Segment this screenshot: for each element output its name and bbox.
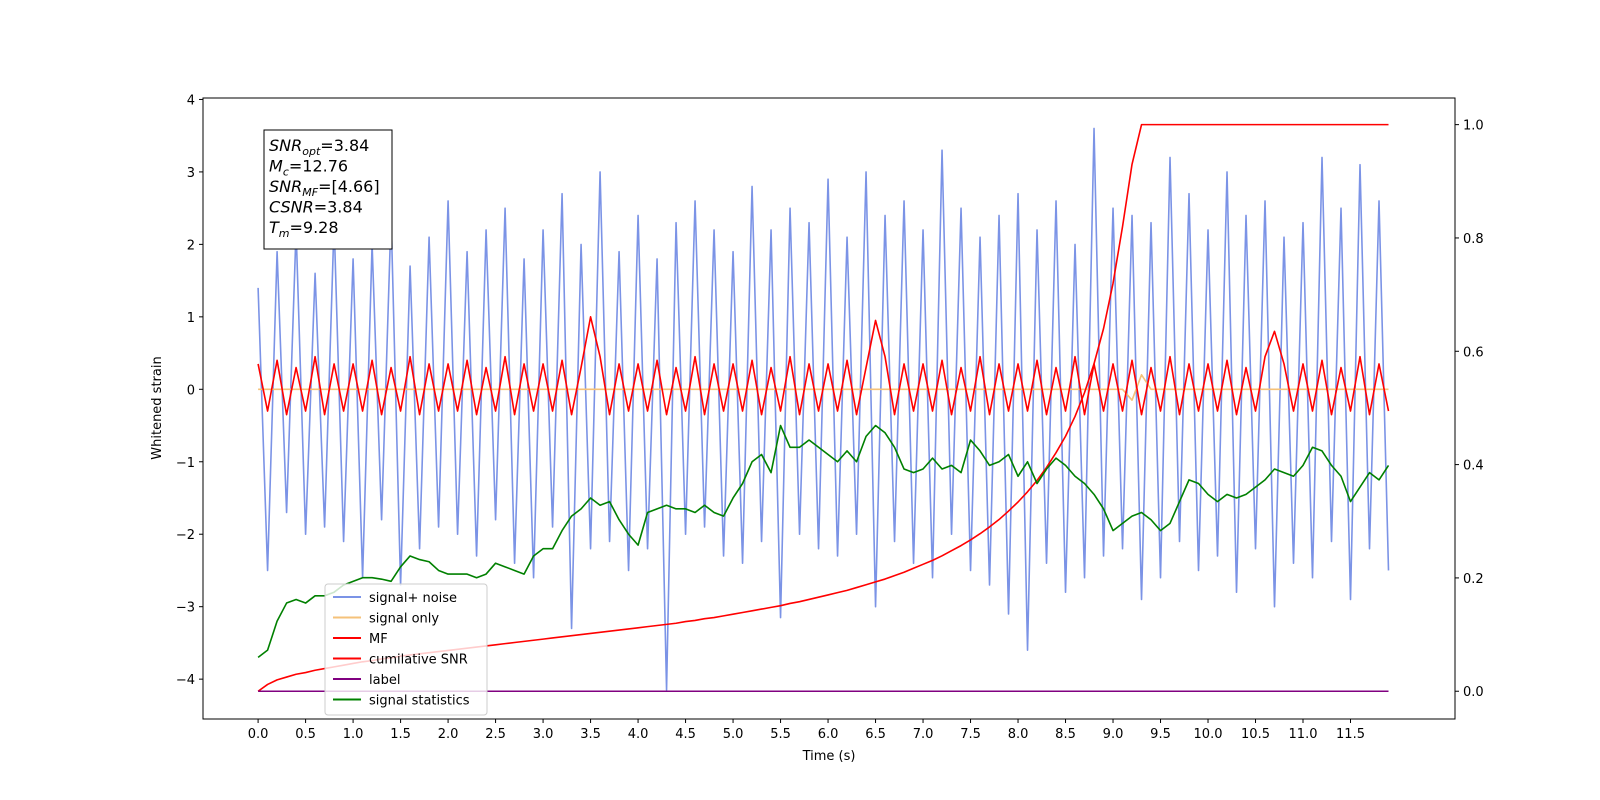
annotation: SNRopt=3.84 (269, 136, 369, 158)
x-tick-label: 3.5 (580, 727, 601, 742)
annotation-text: =[4.66] (318, 177, 380, 196)
x-tick-label: 10.0 (1194, 727, 1223, 742)
x-tick-label: 6.5 (865, 727, 886, 742)
legend-label: signal statistics (369, 694, 470, 709)
annotation-box: SNRopt=3.84Mc=12.76SNRMF=[4.66]CSNR=3.84… (263, 129, 393, 250)
y-tick-label: −2 (176, 528, 195, 543)
x-tick-label: 4.5 (675, 727, 696, 742)
annotation: SNRMF=[4.66] (269, 177, 380, 199)
x-tick-label: 0.0 (248, 727, 269, 742)
annotation: Tm=9.28 (269, 218, 339, 240)
annotation-sub: opt (302, 145, 321, 158)
y2-tick-label: 0.6 (1463, 345, 1484, 360)
y-tick-label: 2 (187, 238, 195, 253)
annotation-name: M (269, 157, 283, 176)
series-line (257, 127, 1390, 691)
x-tick-label: 6.0 (818, 727, 839, 742)
legend-label: MF (369, 632, 388, 647)
legend-label: signal only (369, 612, 439, 627)
legend: signal+ noise signal only MF cumilative SNR… (324, 583, 488, 716)
y2-tick-label: 1.0 (1463, 119, 1484, 134)
y-tick-label: −4 (176, 673, 195, 688)
annotation: Mc=12.76 (269, 157, 348, 179)
y2-tick-label: 0.0 (1463, 685, 1484, 700)
y-tick-label: 4 (187, 93, 195, 108)
x-tick-label: 2.0 (438, 727, 459, 742)
annotation-text: =3.84 (320, 136, 369, 155)
y-tick-label: −1 (176, 456, 195, 471)
x-tick-label: 2.5 (485, 727, 506, 742)
y2-tick-label: 0.2 (1463, 572, 1484, 587)
annotation-frame (263, 129, 393, 250)
x-tick-label: 8.0 (1008, 727, 1029, 742)
x-tick-label: 10.5 (1241, 727, 1270, 742)
legend-label: label (369, 673, 400, 688)
x-tick-label: 5.0 (723, 727, 744, 742)
annotation-name: T (269, 218, 280, 237)
x-tick-label: 0.5 (295, 727, 316, 742)
x-tick-label: 4.0 (628, 727, 649, 742)
x-tick-label: 7.5 (960, 727, 981, 742)
y2-tick-label: 0.8 (1463, 232, 1484, 247)
annotation-text: =12.76 (289, 157, 348, 176)
x-tick-label: 11.5 (1336, 727, 1365, 742)
x-tick-label: 9.0 (1103, 727, 1124, 742)
y-tick-label: 3 (187, 166, 195, 181)
annotation-text: =3.84 (314, 198, 363, 217)
legend-frame (324, 583, 488, 716)
y-tick-label: 0 (187, 383, 195, 398)
annotation-name: CSNR (269, 198, 314, 217)
legend-label: cumilative SNR (369, 653, 468, 668)
annotation-sub: c (283, 166, 289, 179)
annotation-text: =9.28 (290, 218, 339, 237)
annotation-name: SNR (269, 177, 302, 196)
x-tick-label: 8.5 (1055, 727, 1076, 742)
plot-frame (202, 97, 1456, 720)
y2-tick-label: 0.4 (1463, 459, 1484, 474)
x-tick-label: 5.5 (770, 727, 791, 742)
series-line (257, 316, 1390, 416)
x-tick-label: 11.0 (1289, 727, 1318, 742)
annotation-sub: m (279, 227, 290, 240)
annotation-name: SNR (269, 136, 302, 155)
series-line (257, 424, 1390, 659)
y-axis-label: Whitened strain (150, 356, 165, 459)
y-tick-label: 1 (187, 311, 195, 326)
x-tick-label: 1.5 (390, 727, 411, 742)
y-tick-label: −3 (176, 601, 195, 616)
x-tick-label: 7.0 (913, 727, 934, 742)
x-axis-label: Time (s) (802, 749, 856, 764)
annotation: CSNR=3.84 (269, 198, 363, 217)
annotation-sub: MF (302, 186, 318, 199)
legend-label: signal+ noise (369, 591, 457, 606)
x-tick-label: 3.0 (533, 727, 554, 742)
x-tick-label: 1.0 (343, 727, 364, 742)
x-tick-label: 9.5 (1150, 727, 1171, 742)
